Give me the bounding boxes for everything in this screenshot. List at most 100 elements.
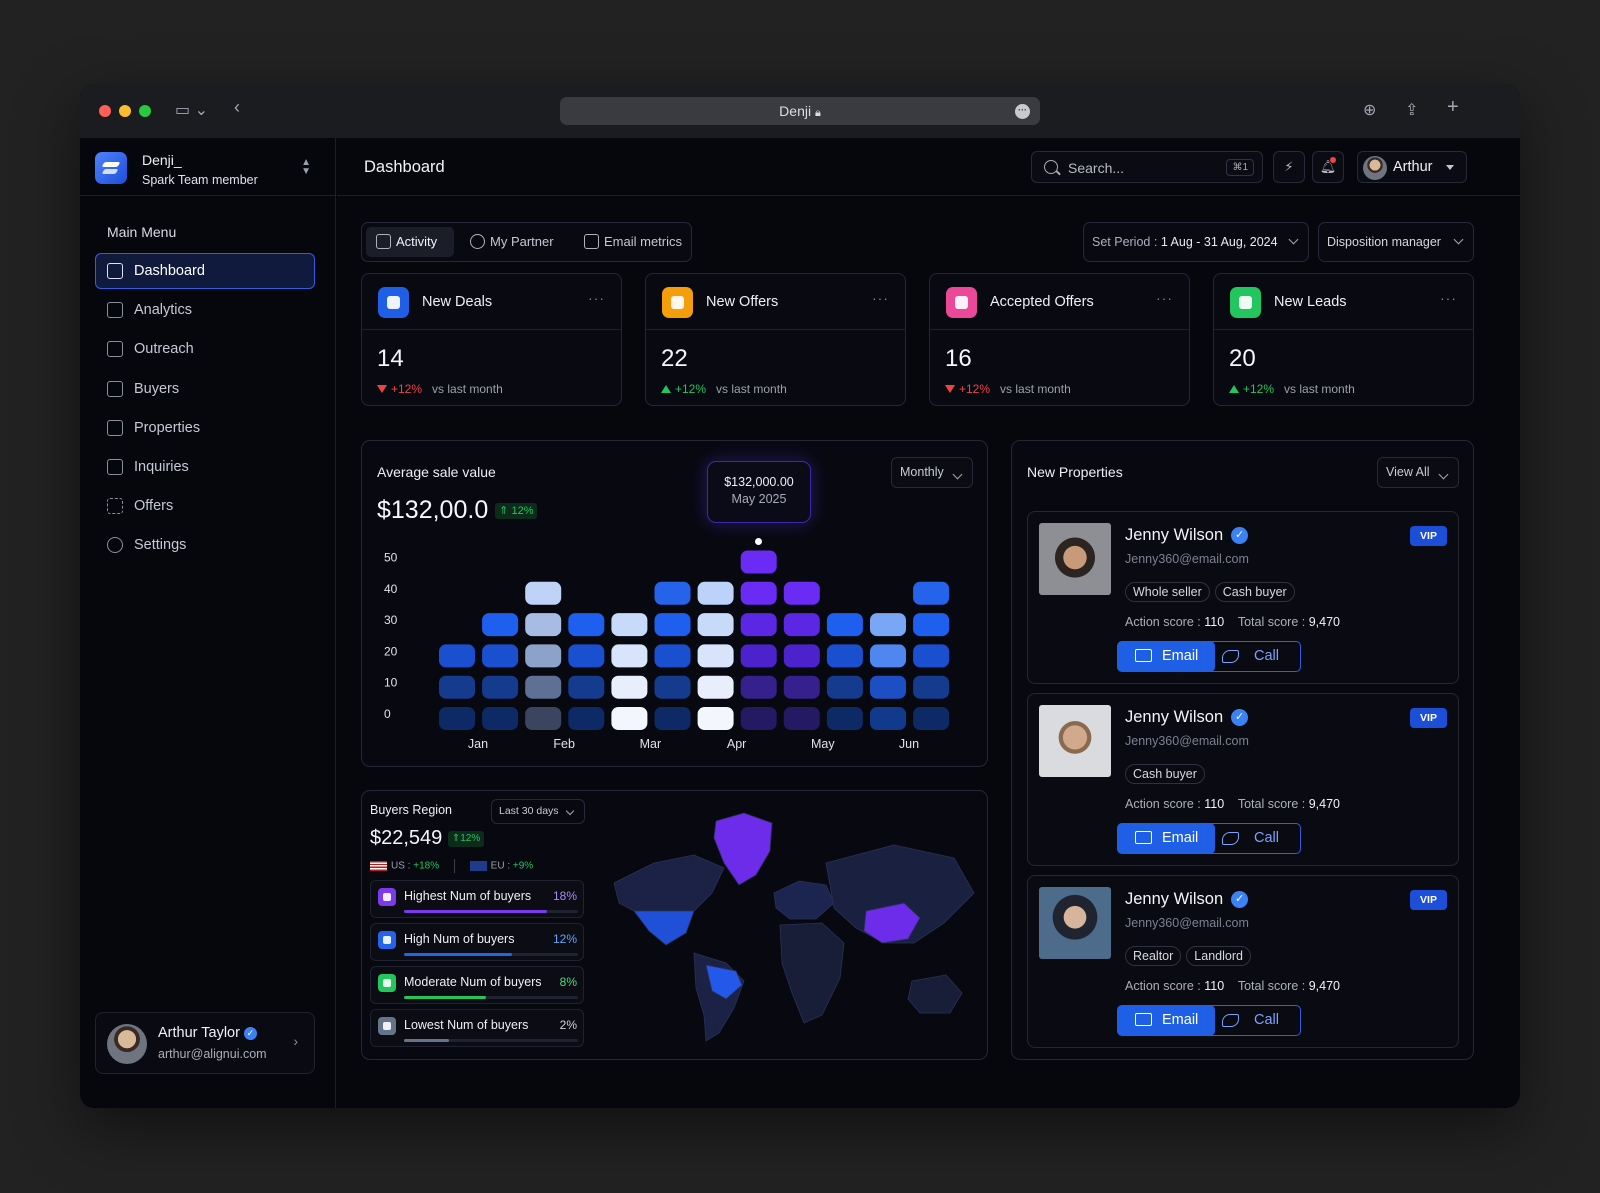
tooltip-value: $132,000.00: [724, 475, 794, 489]
kpi-card-new-leads: New Leads ··· 20 +12% vs last month: [1213, 273, 1474, 406]
view-all-button[interactable]: View All: [1377, 457, 1459, 488]
call-button[interactable]: Call: [1203, 823, 1301, 854]
heatmap-cell: [913, 675, 950, 699]
sidebar-item-analytics[interactable]: Analytics: [95, 292, 315, 328]
divider: [453, 859, 455, 873]
chevron-up-down-icon[interactable]: ▲ ▼: [301, 157, 311, 177]
call-button[interactable]: Call: [1203, 1005, 1301, 1036]
trend-down-icon: [377, 385, 387, 393]
download-icon[interactable]: ⊕: [1363, 102, 1377, 119]
heatmap-cell: [439, 707, 475, 730]
sidebar-item-inquiries[interactable]: Inquiries: [95, 449, 315, 485]
action-score-label: Action score :: [1125, 615, 1201, 629]
more-icon[interactable]: ···: [1015, 104, 1030, 119]
heatmap-cell: [525, 644, 562, 668]
heatmap-cell: [740, 707, 777, 730]
australia-shape[interactable]: [907, 974, 963, 1014]
heatmap-cell: [697, 675, 734, 699]
tab-label: Email metrics: [604, 234, 683, 249]
share-icon[interactable]: ⇪: [1405, 102, 1419, 119]
sidebar-toggle-icon[interactable]: ▭ ⌄: [175, 102, 208, 119]
south-america-shape[interactable]: [693, 952, 745, 1042]
kpi-header: Accepted Offers ···: [930, 274, 1189, 330]
minimize-window-button[interactable]: [119, 105, 131, 117]
user-menu-button[interactable]: Arthur: [1357, 151, 1467, 183]
africa-shape[interactable]: [779, 922, 845, 1024]
heatmap-cell: [913, 707, 950, 730]
search-box[interactable]: ⌘1: [1031, 151, 1263, 183]
buyers-level-percent: 8%: [559, 975, 577, 989]
action-score-value: 110: [1204, 615, 1225, 629]
heatmap-cell: [870, 644, 906, 668]
mail-icon: [1135, 1013, 1152, 1026]
europe-shape[interactable]: [773, 880, 835, 920]
maximize-window-button[interactable]: [139, 105, 151, 117]
sidebar-item-settings[interactable]: Settings: [95, 527, 315, 563]
greenland-shape[interactable]: [713, 812, 773, 886]
heatmap-cell: [611, 613, 648, 637]
buyers-region-panel: Buyers Region Last 30 days $22,549 ⇑12% …: [361, 790, 988, 1060]
browser-titlebar: ▭ ⌄ ‹ Denji 🔒︎ ··· ⊕ ⇪ +: [80, 84, 1520, 138]
lightning-button[interactable]: ⚡︎: [1273, 151, 1305, 183]
search-input[interactable]: [1068, 158, 1208, 178]
region-split: US : +18% EU : +9%: [370, 859, 533, 873]
kpi-label: New Offers: [706, 294, 779, 310]
kpi-card-new-offers: New Offers ··· 22 +12% vs last month: [645, 273, 906, 406]
progress-track: [404, 910, 578, 913]
back-icon[interactable]: ‹: [234, 97, 240, 117]
progress-fill: [404, 953, 512, 956]
kpi-card-accepted-offers: Accepted Offers ··· 16 +12% vs last mont…: [929, 273, 1190, 406]
sidebar-item-dashboard[interactable]: Dashboard: [95, 253, 315, 289]
buyers-level-label: Lowest Num of buyers: [404, 1018, 529, 1032]
property-contact-photo: [1039, 705, 1111, 777]
top-bar: Dashboard ⌘1 ⚡︎ 🔔︎ Arthur: [337, 138, 1520, 196]
tab-my-partner[interactable]: My Partner: [460, 227, 568, 257]
asia-shape[interactable]: [825, 844, 975, 944]
action-score-value: 110: [1204, 797, 1225, 811]
chevron-right-icon[interactable]: ›: [293, 1033, 298, 1049]
period-dropdown[interactable]: Monthly: [891, 457, 973, 488]
tab-activity[interactable]: Activity: [366, 227, 454, 257]
heatmap-cell: [740, 550, 777, 574]
pie-icon: [378, 974, 396, 992]
team-switcher[interactable]: Denji_ Spark Team member ▲ ▼: [95, 152, 321, 192]
user-profile-card[interactable]: Arthur Taylor ✓ arthur@alignui.com ›: [95, 1012, 315, 1074]
heatmap-cell: [568, 675, 605, 699]
notifications-button[interactable]: 🔔︎: [1312, 151, 1344, 183]
range-dropdown[interactable]: Last 30 days: [491, 799, 585, 824]
tab-email-metrics[interactable]: Email metrics: [574, 227, 688, 257]
more-icon[interactable]: ···: [872, 290, 889, 306]
sidebar-item-label: Buyers: [134, 380, 180, 397]
email-button[interactable]: Email: [1117, 1005, 1215, 1036]
trend-up-icon: [1229, 385, 1239, 393]
disposition-select[interactable]: Disposition manager: [1318, 222, 1474, 262]
period-select[interactable]: Set Period : 1 Aug - 31 Aug, 2024: [1083, 222, 1309, 262]
usa-shape[interactable]: [633, 910, 695, 946]
deals-icon: [378, 287, 409, 318]
call-button[interactable]: Call: [1203, 641, 1301, 672]
china-shape[interactable]: [863, 902, 921, 944]
brazil-shape[interactable]: [705, 964, 743, 1000]
buyers-level-row: Lowest Num of buyers 2%: [370, 1009, 584, 1047]
vip-badge: VIP: [1410, 708, 1447, 728]
new-tab-icon[interactable]: +: [1447, 96, 1459, 118]
contact-name: Jenny Wilson ✓: [1125, 708, 1249, 727]
heatmap-cell: [826, 613, 863, 637]
email-button[interactable]: Email: [1117, 641, 1215, 672]
sidebar-item-offers[interactable]: Offers: [95, 488, 315, 524]
sidebar-item-outreach[interactable]: Outreach: [95, 331, 315, 367]
more-icon[interactable]: ···: [588, 290, 605, 306]
sidebar-item-properties[interactable]: Properties: [95, 410, 315, 446]
close-window-button[interactable]: [99, 105, 111, 117]
kpi-delta-value: +12%: [675, 382, 707, 396]
more-icon[interactable]: ···: [1440, 290, 1457, 306]
more-icon[interactable]: ···: [1156, 290, 1173, 306]
menu-title: Main Menu: [107, 224, 177, 240]
x-tick-label: Mar: [640, 737, 662, 751]
sidebar-item-buyers[interactable]: Buyers: [95, 371, 315, 407]
email-button[interactable]: Email: [1117, 823, 1215, 854]
kpi-value: 14: [377, 345, 404, 372]
address-bar[interactable]: Denji 🔒︎ ···: [560, 97, 1040, 125]
vip-badge: VIP: [1410, 526, 1447, 546]
tag: Whole seller: [1125, 582, 1210, 602]
